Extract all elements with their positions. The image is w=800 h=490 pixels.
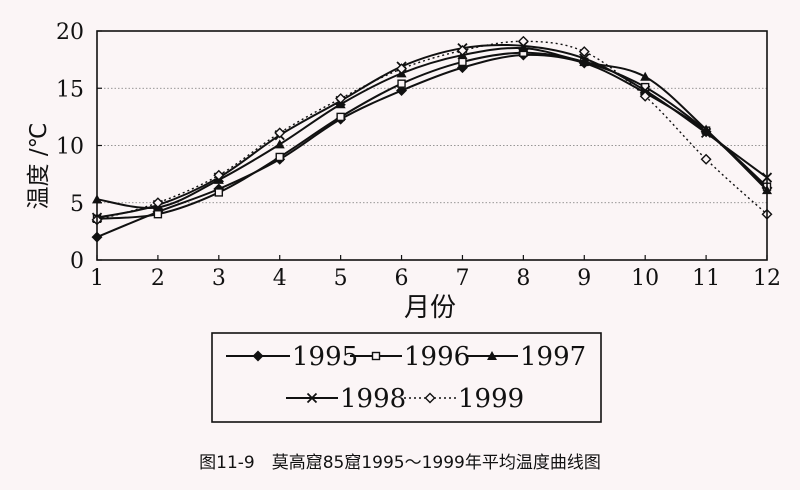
data-point [396, 85, 408, 97]
legend-label: 1996 [404, 342, 470, 372]
x-tick-label: 8 [516, 266, 530, 291]
y-tick-label: 5 [70, 192, 84, 217]
x-tick-label: 10 [631, 266, 659, 291]
y-axis-label: 温度 /℃ [26, 123, 52, 210]
series-1998 [91, 40, 773, 223]
legend-label: 1999 [458, 384, 524, 414]
x-tick-label: 9 [577, 266, 591, 291]
data-point [396, 63, 408, 75]
data-point [152, 197, 164, 209]
legend-label: 1998 [340, 384, 406, 414]
data-point [336, 112, 345, 122]
y-tick-label: 15 [56, 77, 84, 102]
legend-box [211, 332, 602, 423]
data-point [458, 57, 467, 67]
y-tick-label: 0 [70, 249, 84, 274]
data-point [487, 351, 497, 360]
y-tick-label: 20 [56, 20, 84, 45]
series-1999 [91, 35, 773, 226]
data-point [517, 35, 529, 47]
x-axis-label: 月份 [404, 293, 456, 323]
data-point [700, 127, 712, 139]
data-point [578, 46, 590, 58]
data-point [639, 90, 651, 102]
series-layer [91, 35, 773, 243]
axes [96, 30, 768, 261]
data-point [397, 79, 406, 88]
x-tick-label: 7 [455, 266, 469, 291]
x-tick-label: 3 [212, 266, 226, 291]
data-point [213, 169, 225, 181]
data-point [153, 209, 163, 219]
data-point [306, 392, 318, 404]
data-point [518, 43, 529, 53]
legend: 1995 1996 1997 1998 1999 [211, 332, 602, 423]
y-tick-label: 10 [56, 135, 84, 160]
data-point [214, 188, 224, 197]
legend-item: 1999 [404, 384, 524, 414]
x-tick-label: 2 [151, 266, 165, 291]
data-point [275, 152, 284, 162]
data-point [579, 53, 590, 64]
legend-item: 1997 [466, 342, 586, 372]
data-point [274, 139, 285, 149]
data-point [371, 351, 381, 361]
plot-frame [96, 30, 768, 261]
legend-label: 1997 [520, 342, 586, 372]
legend-item: 1996 [350, 342, 470, 372]
series-line [96, 53, 768, 239]
x-tick-label: 5 [334, 266, 348, 291]
series-1996 [92, 48, 772, 223]
series-line [96, 43, 768, 219]
x-tick-label: 1 [90, 266, 104, 291]
legend-item: 1995 [226, 342, 358, 372]
legend-item: 1998 [286, 384, 406, 414]
data-point [700, 153, 712, 165]
x-tick-label: 11 [692, 266, 720, 291]
series-1995 [91, 49, 773, 243]
x-tick-label: 4 [273, 266, 287, 291]
figure-caption: 图11-9 莫高窟85窟1995～1999年平均温度曲线图 [199, 453, 601, 473]
data-point [579, 56, 590, 66]
series-line [96, 40, 768, 221]
data-point [456, 44, 468, 56]
data-point [335, 93, 347, 105]
legend-label: 1995 [292, 342, 358, 372]
data-point [274, 127, 286, 139]
data-point [252, 350, 264, 362]
data-point [640, 71, 651, 81]
x-tick-label: 6 [395, 266, 409, 291]
data-point [424, 392, 436, 404]
x-tick-label: 12 [753, 266, 781, 291]
series-1997 [92, 43, 772, 212]
